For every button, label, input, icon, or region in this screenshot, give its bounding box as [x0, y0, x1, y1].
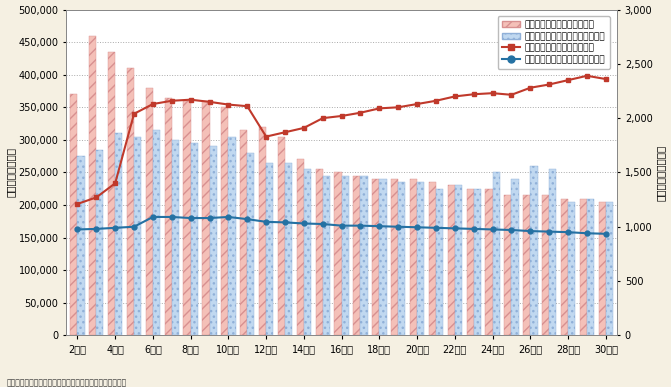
Bar [146, 88, 153, 335]
Bar [97, 150, 103, 335]
Text: （注）　数値は、その時点で把握可能であった参考数値。: （注） 数値は、その時点で把握可能であった参考数値。 [7, 378, 127, 387]
Bar [285, 163, 292, 335]
Bar [587, 199, 594, 335]
Bar [523, 195, 530, 335]
Bar [455, 185, 462, 335]
Bar [221, 107, 228, 335]
Bar [466, 189, 474, 335]
Bar [228, 137, 236, 335]
Bar [429, 182, 436, 335]
Bar [127, 68, 134, 335]
Bar [379, 179, 386, 335]
Bar [417, 182, 424, 335]
Bar [354, 176, 360, 335]
Y-axis label: （避難所数：箇所）: （避難所数：箇所） [656, 144, 666, 200]
Bar [511, 179, 519, 335]
Bar [391, 179, 399, 335]
Bar [259, 127, 266, 335]
Bar [372, 179, 379, 335]
Bar [474, 189, 481, 335]
Bar [70, 94, 77, 335]
Bar [505, 195, 511, 335]
Bar [485, 189, 493, 335]
Bar [248, 153, 254, 335]
Bar [183, 101, 191, 335]
Bar [134, 137, 141, 335]
Bar [297, 159, 304, 335]
Bar [203, 101, 209, 335]
Bar [108, 52, 115, 335]
Bar [360, 176, 368, 335]
Bar [399, 182, 405, 335]
Bar [561, 199, 568, 335]
Bar [240, 130, 248, 335]
Bar [334, 173, 342, 335]
Bar [115, 134, 122, 335]
Bar [323, 176, 330, 335]
Bar [89, 36, 97, 335]
Bar [530, 166, 537, 335]
Bar [550, 169, 556, 335]
Y-axis label: （避難者数：人）: （避難者数：人） [5, 147, 15, 197]
Bar [436, 189, 443, 335]
Bar [606, 202, 613, 335]
Bar [410, 179, 417, 335]
Bar [542, 195, 550, 335]
Bar [153, 130, 160, 335]
Bar [164, 98, 172, 335]
Bar [191, 143, 198, 335]
Bar [568, 202, 575, 335]
Bar [580, 199, 587, 335]
Legend: 避難者数　（東日本大震災）, 避難者数　（阪神・淡路大震災）, 避難所数　（東日本大震災）, 避難所数　（阪神・淡路大震災）: 避難者数 （東日本大震災）, 避難者数 （阪神・淡路大震災）, 避難所数 （東日… [498, 16, 610, 69]
Bar [77, 156, 85, 335]
Bar [278, 137, 285, 335]
Bar [304, 169, 311, 335]
Bar [599, 202, 606, 335]
Bar [172, 140, 179, 335]
Bar [209, 146, 217, 335]
Bar [315, 169, 323, 335]
Bar [493, 173, 500, 335]
Bar [342, 176, 349, 335]
Bar [266, 163, 273, 335]
Bar [448, 185, 455, 335]
